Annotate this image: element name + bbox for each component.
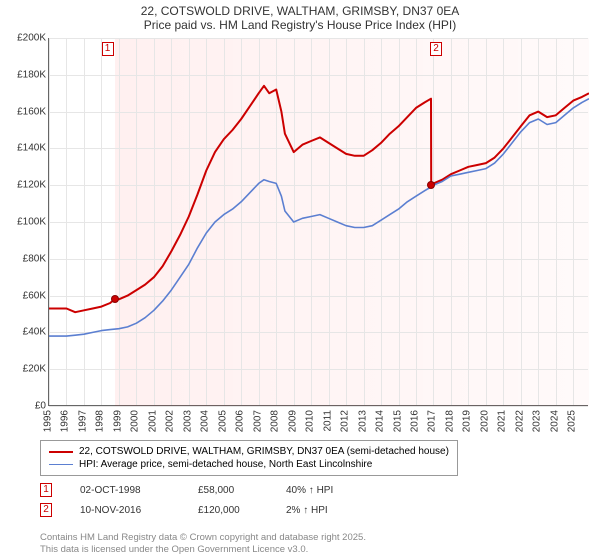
footer-attribution: Contains HM Land Registry data © Crown c… <box>40 532 366 556</box>
y-tick-label: £180K <box>0 69 46 80</box>
x-tick-label: 2002 <box>165 410 176 432</box>
y-tick-label: £40K <box>0 327 46 338</box>
series-svg <box>49 38 589 406</box>
sale-marker-dot-2 <box>427 181 435 189</box>
title-line-2: Price paid vs. HM Land Registry's House … <box>10 18 590 32</box>
title-line-1: 22, COTSWOLD DRIVE, WALTHAM, GRIMSBY, DN… <box>10 4 590 18</box>
plot-area: 12 <box>48 38 588 406</box>
x-tick-label: 2022 <box>514 410 525 432</box>
x-tick-label: 2008 <box>270 410 281 432</box>
legend-row: HPI: Average price, semi-detached house,… <box>49 458 449 471</box>
legend: 22, COTSWOLD DRIVE, WALTHAM, GRIMSBY, DN… <box>40 440 458 476</box>
y-tick-label: £20K <box>0 364 46 375</box>
sale-date: 10-NOV-2016 <box>80 505 170 516</box>
sale-row-marker: 2 <box>40 503 52 517</box>
x-tick-label: 2006 <box>235 410 246 432</box>
sale-marker-2: 2 <box>430 42 442 56</box>
x-tick-label: 2003 <box>182 410 193 432</box>
y-tick-label: £0 <box>0 401 46 412</box>
y-tick-label: £60K <box>0 290 46 301</box>
sale-price: £58,000 <box>198 485 258 496</box>
x-tick-label: 2009 <box>287 410 298 432</box>
legend-label: 22, COTSWOLD DRIVE, WALTHAM, GRIMSBY, DN… <box>79 446 449 457</box>
chart-container: 22, COTSWOLD DRIVE, WALTHAM, GRIMSBY, DN… <box>0 0 600 560</box>
x-tick-label: 2025 <box>567 410 578 432</box>
sale-marker-dot-1 <box>111 295 119 303</box>
x-tick-label: 1996 <box>60 410 71 432</box>
x-tick-label: 2011 <box>322 410 333 432</box>
sale-row: 1 02-OCT-1998 £58,000 40% ↑ HPI <box>40 480 366 500</box>
x-tick-label: 2019 <box>462 410 473 432</box>
x-tick-label: 2017 <box>427 410 438 432</box>
x-tick-label: 1997 <box>77 410 88 432</box>
x-tick-label: 2000 <box>130 410 141 432</box>
x-tick-label: 2023 <box>532 410 543 432</box>
sales-table: 1 02-OCT-1998 £58,000 40% ↑ HPI 2 10-NOV-2016… <box>40 480 366 520</box>
y-tick-label: £120K <box>0 180 46 191</box>
series-line-1 <box>49 99 589 336</box>
x-tick-label: 2005 <box>217 410 228 432</box>
x-tick-label: 2004 <box>200 410 211 432</box>
legend-swatch <box>49 451 73 453</box>
x-tick-label: 2024 <box>549 410 560 432</box>
sale-row-marker: 1 <box>40 483 52 497</box>
x-tick-label: 2012 <box>340 410 351 432</box>
y-tick-label: £80K <box>0 253 46 264</box>
legend-label: HPI: Average price, semi-detached house,… <box>79 459 372 470</box>
x-tick-label: 2020 <box>479 410 490 432</box>
legend-swatch <box>49 464 73 466</box>
sale-row: 2 10-NOV-2016 £120,000 2% ↑ HPI <box>40 500 366 520</box>
x-tick-label: 2018 <box>444 410 455 432</box>
footer-line-1: Contains HM Land Registry data © Crown c… <box>40 532 366 544</box>
sale-price: £120,000 <box>198 505 258 516</box>
sale-date: 02-OCT-1998 <box>80 485 170 496</box>
sale-pct-vs-hpi: 2% ↑ HPI <box>286 505 366 516</box>
y-tick-label: £140K <box>0 143 46 154</box>
series-line-0 <box>49 86 589 312</box>
y-tick-label: £160K <box>0 106 46 117</box>
title-block: 22, COTSWOLD DRIVE, WALTHAM, GRIMSBY, DN… <box>0 0 600 34</box>
x-tick-label: 2010 <box>305 410 316 432</box>
x-tick-label: 1999 <box>112 410 123 432</box>
gridline-h <box>49 406 588 407</box>
x-tick-label: 2013 <box>357 410 368 432</box>
sale-marker-1: 1 <box>102 42 114 56</box>
y-tick-label: £100K <box>0 217 46 228</box>
legend-row: 22, COTSWOLD DRIVE, WALTHAM, GRIMSBY, DN… <box>49 445 449 458</box>
x-tick-label: 2021 <box>497 410 508 432</box>
x-tick-label: 1995 <box>43 410 54 432</box>
x-tick-label: 2016 <box>409 410 420 432</box>
x-tick-label: 2007 <box>252 410 263 432</box>
x-tick-label: 1998 <box>95 410 106 432</box>
y-tick-label: £200K <box>0 33 46 44</box>
sale-pct-vs-hpi: 40% ↑ HPI <box>286 485 366 496</box>
x-tick-label: 2015 <box>392 410 403 432</box>
x-tick-label: 2014 <box>375 410 386 432</box>
x-tick-label: 2001 <box>147 410 158 432</box>
footer-line-2: This data is licensed under the Open Gov… <box>40 544 366 556</box>
